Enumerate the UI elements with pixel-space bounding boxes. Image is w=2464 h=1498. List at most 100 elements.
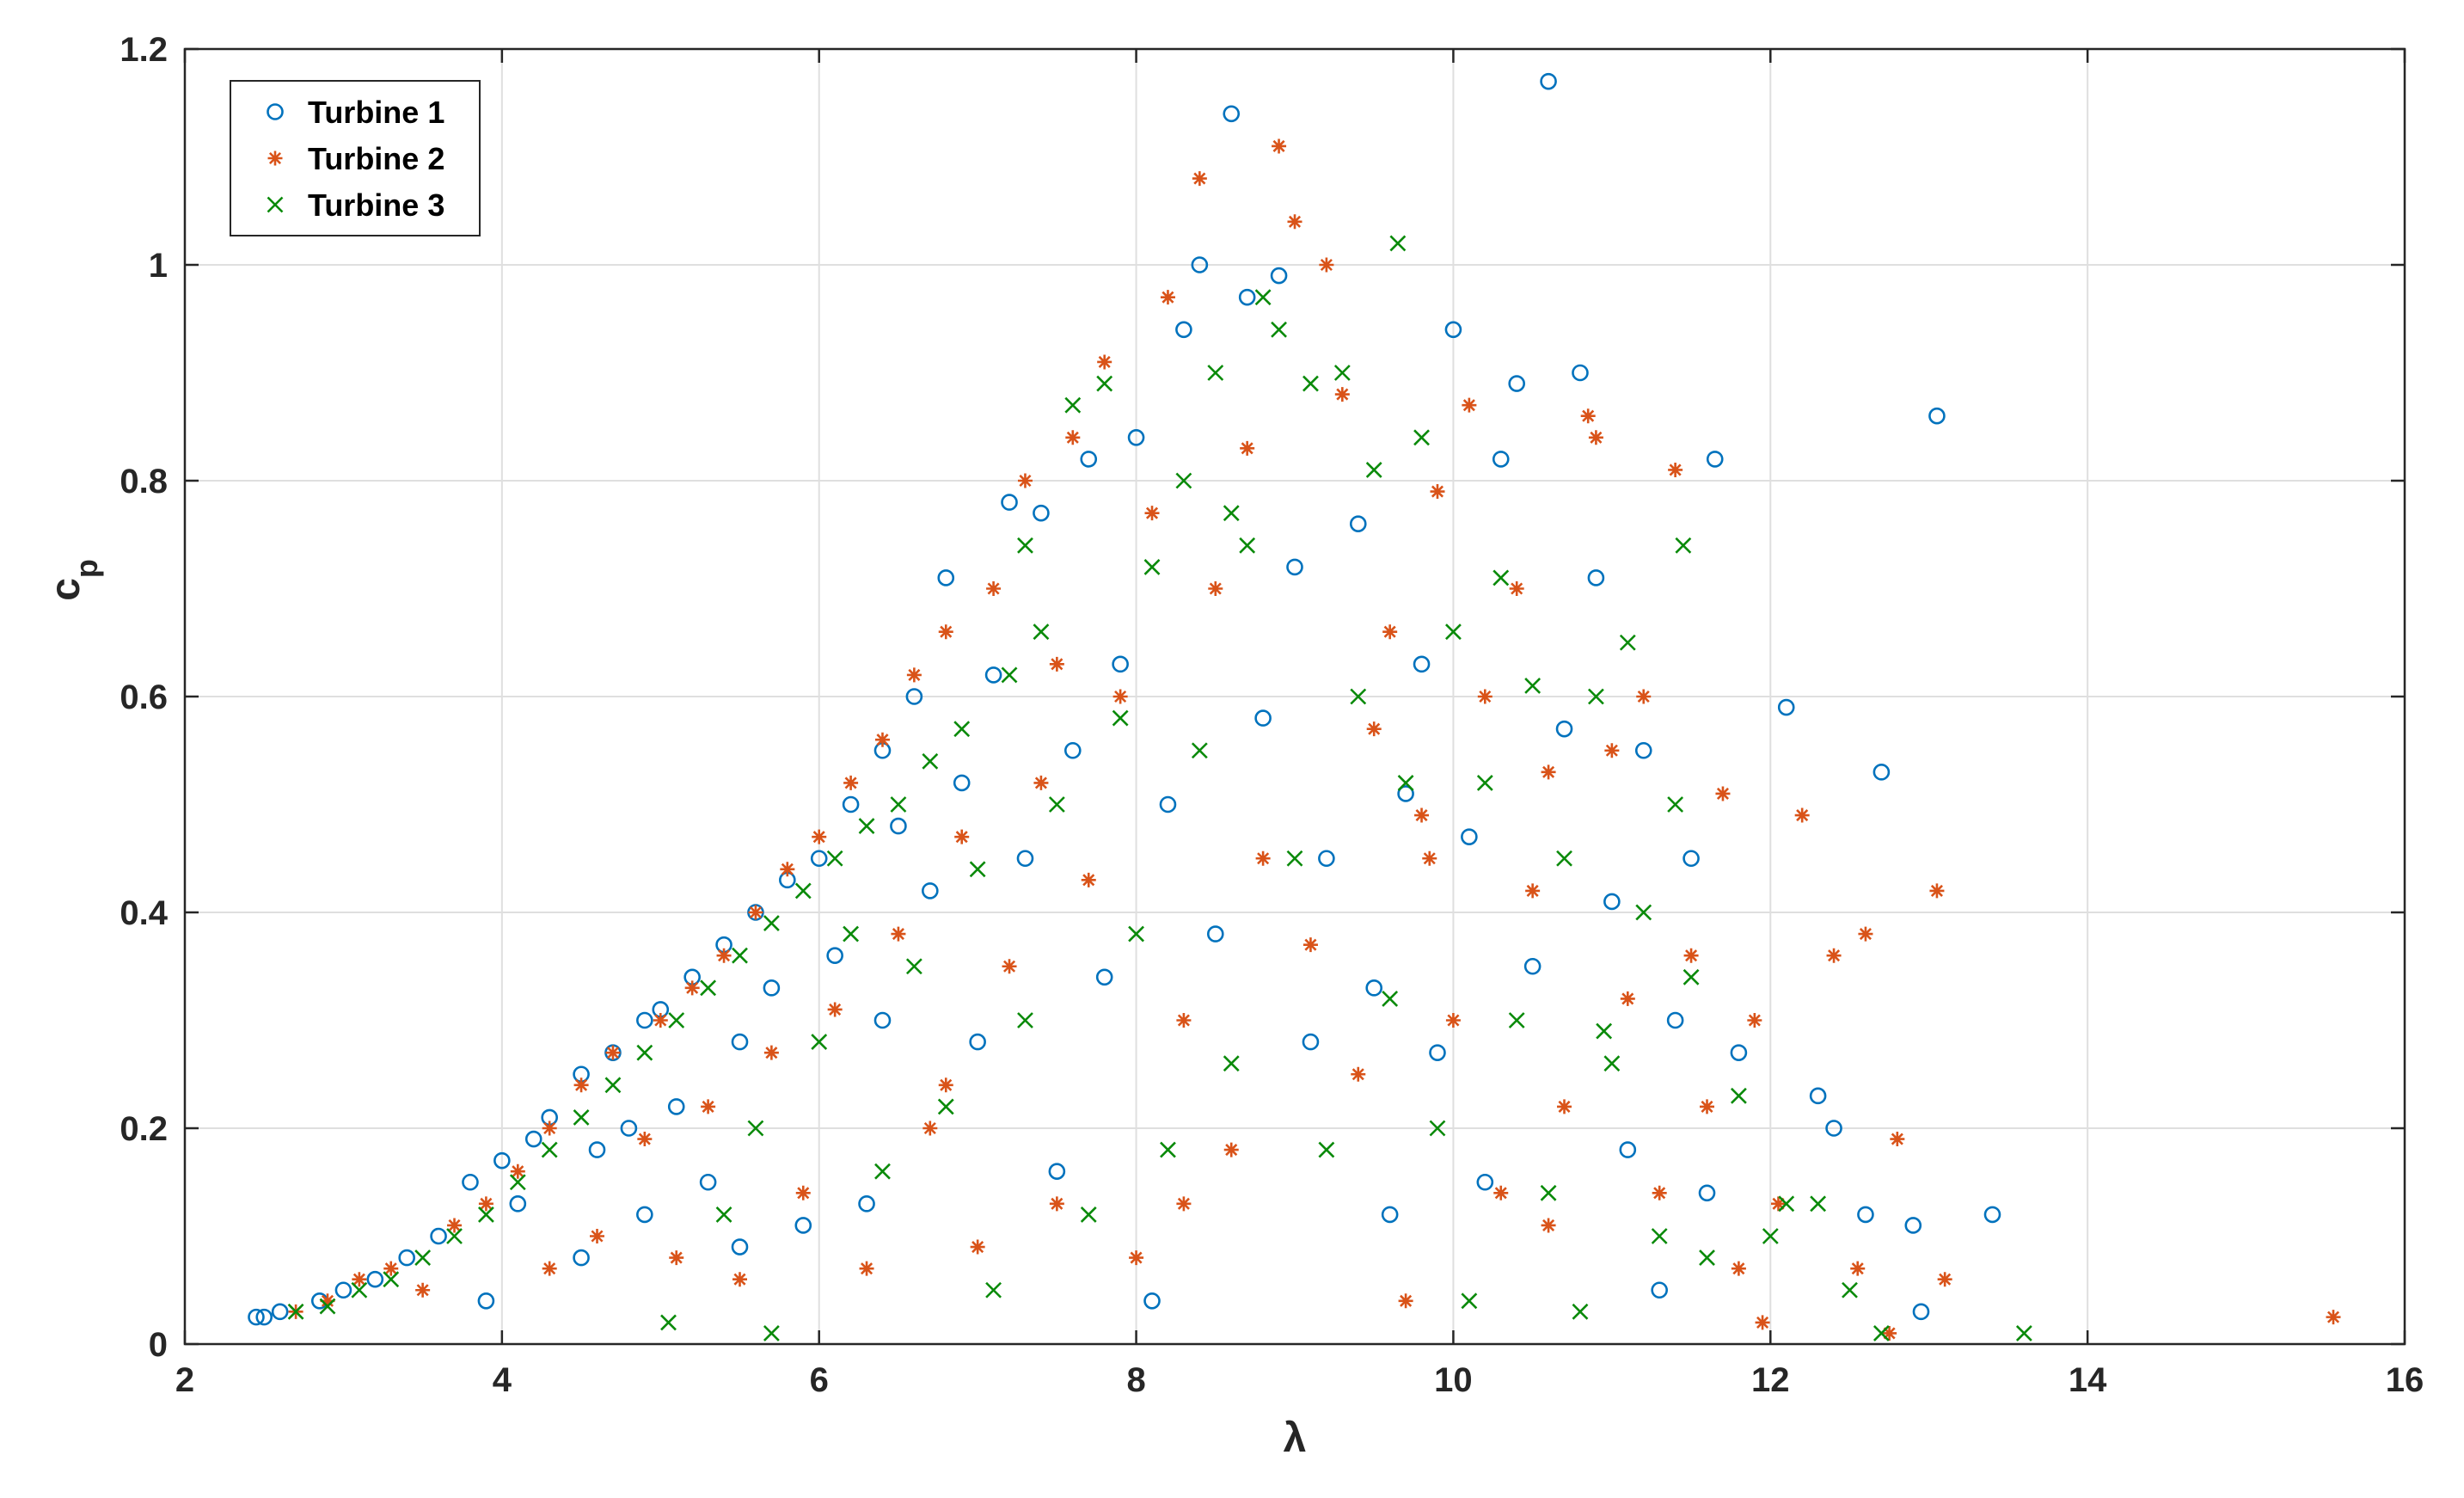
data-point [636, 1044, 653, 1061]
data-point [2015, 1325, 2032, 1341]
data-point [700, 979, 717, 997]
data-point [795, 1185, 811, 1200]
data-point [573, 1077, 589, 1093]
data-point [1634, 741, 1652, 759]
data-point [351, 1281, 368, 1298]
data-point [366, 1270, 384, 1288]
data-point [1033, 623, 1050, 641]
data-point [430, 1227, 447, 1245]
series-turbine-1 [248, 72, 2001, 1326]
data-point [1175, 321, 1192, 339]
data-point [1771, 1196, 1787, 1212]
data-point [748, 905, 763, 920]
legend-label: Turbine 2 [308, 141, 444, 176]
data-point [812, 829, 827, 844]
data-point [1620, 991, 1635, 1006]
data-point [747, 1120, 764, 1137]
data-point [1596, 1022, 1613, 1040]
data-point [715, 1206, 732, 1223]
data-points [248, 72, 2341, 1341]
data-point [1143, 558, 1161, 575]
data-point [1334, 387, 1350, 402]
data-point [1461, 828, 1478, 845]
data-point [1033, 775, 1049, 790]
data-point [383, 1261, 399, 1276]
data-point [970, 1239, 985, 1255]
data-point [447, 1218, 463, 1233]
data-point [509, 1195, 527, 1213]
data-point [1604, 743, 1620, 758]
legend-marker [267, 103, 284, 120]
data-point [905, 958, 922, 975]
data-point [524, 1130, 542, 1148]
data-point [1191, 256, 1209, 273]
data-point [1557, 1099, 1572, 1114]
data-point [1397, 774, 1414, 791]
data-point [922, 882, 939, 899]
y-tick-label: 0.2 [120, 1110, 168, 1148]
data-point [542, 1261, 557, 1276]
data-point [604, 1077, 622, 1094]
x-tick-label: 16 [2386, 1361, 2424, 1399]
data-point [667, 1098, 685, 1115]
data-point [1207, 365, 1224, 381]
data-point [1129, 1250, 1144, 1266]
data-point [542, 1120, 557, 1136]
data-point [1587, 688, 1604, 705]
data-point [1049, 1196, 1064, 1212]
data-point [1540, 1184, 1557, 1201]
data-point [1223, 1142, 1239, 1157]
data-point [1095, 968, 1113, 986]
data-point [1747, 1013, 1762, 1028]
data-point [827, 1002, 843, 1017]
data-point [320, 1293, 335, 1309]
data-point [938, 624, 953, 640]
data-point [969, 861, 986, 878]
y-tick-label: 1 [149, 247, 168, 285]
x-tick-label: 14 [2069, 1361, 2107, 1399]
data-point [1541, 1218, 1556, 1233]
data-point [2326, 1310, 2341, 1325]
data-point [1651, 1281, 1668, 1299]
data-point [477, 1292, 495, 1310]
data-point [1160, 1141, 1176, 1158]
data-point [1223, 105, 1241, 123]
data-point [1017, 1012, 1033, 1028]
data-point [1983, 1206, 2001, 1224]
data-point [873, 1011, 892, 1029]
data-point [1389, 235, 1407, 252]
data-point [922, 752, 939, 770]
data-point [271, 1303, 289, 1321]
legend-label: Turbine 1 [308, 95, 444, 130]
data-point [1730, 1044, 1748, 1061]
data-point [1049, 656, 1064, 672]
data-point [1603, 1055, 1621, 1072]
data-point [731, 1238, 749, 1255]
data-point [510, 1163, 525, 1179]
data-point [1508, 375, 1525, 392]
data-point [1176, 1196, 1192, 1212]
data-point [1541, 764, 1556, 780]
data-point [858, 1195, 875, 1213]
data-point [794, 1217, 812, 1234]
data-point [319, 1298, 336, 1315]
data-point [1882, 1325, 1897, 1341]
data-point [1778, 1195, 1795, 1213]
data-point [732, 1272, 747, 1287]
y-axis-title-subscript: p [69, 559, 104, 578]
data-point [1191, 742, 1208, 759]
data-point [780, 862, 795, 877]
data-point [1850, 1261, 1866, 1276]
data-point [1016, 850, 1034, 868]
series-turbine-3 [287, 235, 2032, 1341]
data-point [938, 1077, 953, 1093]
data-point [669, 1250, 684, 1266]
data-point [636, 1011, 653, 1029]
data-point [985, 1281, 1002, 1298]
data-point [255, 1308, 273, 1326]
data-point [1081, 872, 1096, 887]
data-point [1112, 709, 1129, 727]
data-point [1540, 72, 1557, 90]
data-point [1675, 537, 1692, 554]
